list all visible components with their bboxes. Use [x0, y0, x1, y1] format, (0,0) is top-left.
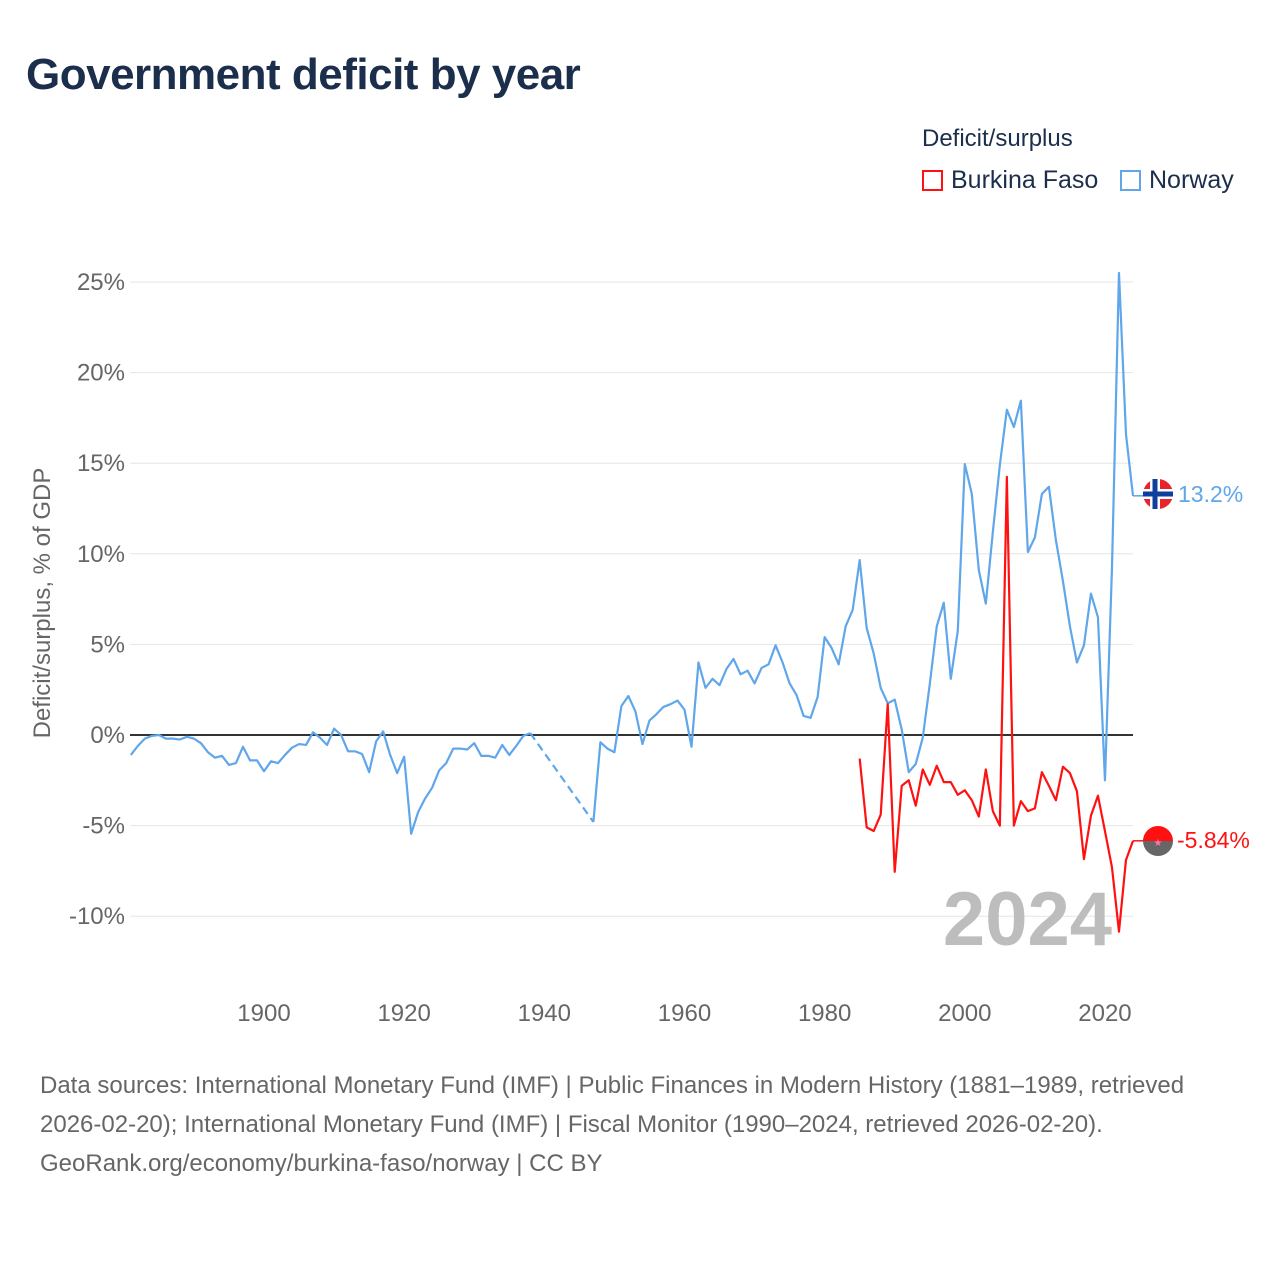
y-tick-label: 20%	[77, 360, 125, 387]
chart-title: Government deficit by year	[26, 50, 581, 99]
legend-title: Deficit/surplus	[922, 125, 1073, 152]
legend-label: Burkina Faso	[951, 166, 1099, 194]
x-tick-label: 1900	[237, 1000, 290, 1027]
y-tick-label: 15%	[77, 450, 125, 477]
credit-link[interactable]: GeoRank.org/economy/burkina-faso/norway …	[40, 1150, 603, 1177]
y-tick-label: 5%	[90, 631, 125, 658]
data-sources: Data sources: International Monetary Fun…	[40, 1072, 1185, 1138]
year-watermark: 2024	[943, 877, 1112, 962]
x-tick-label: 1940	[518, 1000, 571, 1027]
y-tick-label: 10%	[77, 541, 125, 568]
burkina-faso-end-label: -5.84%	[1177, 827, 1250, 853]
x-tick-label: 1920	[377, 1000, 430, 1027]
legend-item-norway[interactable]: Norway	[1120, 166, 1234, 195]
norway-series-line	[592, 271, 1135, 823]
x-tick-label: 1960	[658, 1000, 711, 1027]
y-axis-label: Deficit/surplus, % of GDP	[29, 468, 56, 739]
burkina-faso-flag-icon: ★	[1143, 826, 1173, 856]
svg-text:★: ★	[1154, 838, 1163, 849]
norway-series-line	[129, 727, 531, 835]
norway-flag-icon	[1143, 479, 1173, 509]
x-tick-label: 2000	[938, 1000, 991, 1027]
norway-end-label: 13.2%	[1178, 481, 1243, 507]
legend-label: Norway	[1149, 166, 1234, 194]
burkina-faso-series-line	[858, 475, 1135, 933]
x-tick-label: 2020	[1078, 1000, 1131, 1027]
x-tick-label: 1980	[798, 1000, 851, 1027]
legend-item-burkina-faso[interactable]: Burkina Faso	[922, 166, 1098, 195]
legend-swatch	[1120, 170, 1141, 191]
y-tick-label: -5%	[82, 813, 125, 840]
y-tick-label: 0%	[90, 722, 125, 749]
footer: Data sources: International Monetary Fun…	[40, 1066, 1240, 1183]
norway-gap-line	[529, 732, 595, 823]
y-tick-label: 25%	[77, 269, 125, 296]
legend-swatch	[922, 170, 943, 191]
y-tick-label: -10%	[69, 903, 125, 930]
